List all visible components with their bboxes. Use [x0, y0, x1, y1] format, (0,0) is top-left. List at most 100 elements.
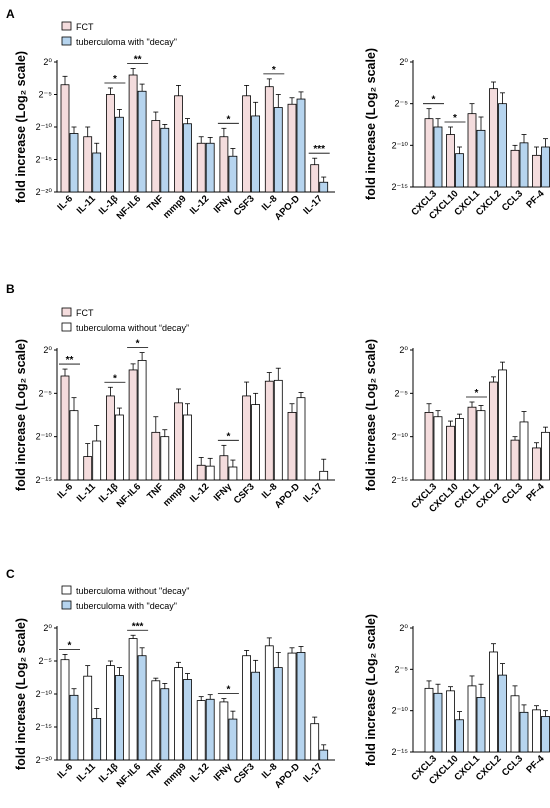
category-label: PF-4 — [524, 188, 547, 211]
bar-A-right-s1-0 — [433, 126, 443, 188]
bar-B-left-s1-7 — [228, 466, 238, 481]
bar-B-right-s0-4 — [510, 439, 520, 481]
bar-B-left-s0-4 — [151, 431, 161, 481]
bar-C-right-s1-2 — [476, 697, 486, 753]
bar-C-left-s0-2 — [106, 665, 115, 761]
category-label: PF-4 — [524, 481, 547, 504]
bar-C-left-s1-1 — [92, 718, 102, 761]
bar-C-right-s1-1 — [455, 719, 464, 753]
legend-label: tuberculoma with "decay" — [76, 37, 177, 47]
bar-B-right-s1-5 — [541, 431, 550, 481]
bar-B-left-s0-1 — [83, 456, 93, 481]
y-tick-label: 2⁻²⁰ — [36, 187, 53, 197]
significance-marker: * — [136, 339, 140, 350]
bar-C-left-s1-4 — [160, 688, 170, 761]
bar-A-left-s0-3 — [128, 74, 138, 193]
bar-B-left-s0-9 — [264, 380, 274, 481]
legend-swatch — [61, 585, 72, 595]
category-label: CCL3 — [500, 188, 525, 213]
y-tick-label: 2⁻¹⁰ — [392, 432, 409, 442]
bar-A-left-s0-2 — [106, 94, 115, 193]
bar-C-left-s0-4 — [151, 680, 161, 761]
significance-marker: ** — [66, 355, 74, 366]
bar-A-right-s1-5 — [541, 146, 550, 188]
bar-A-left-s0-11 — [310, 164, 320, 193]
bar-B-left-s0-3 — [128, 369, 138, 481]
significance-marker: ** — [134, 55, 142, 66]
bar-C-right-s1-0 — [433, 692, 443, 753]
panel-label-C: C — [6, 567, 15, 581]
y-tick-label: 2⁰ — [43, 623, 52, 633]
legend-label: tuberculoma without “decay” — [76, 323, 189, 333]
panel-label-B: B — [6, 282, 15, 296]
legend-swatch — [61, 21, 72, 31]
bar-A-left-s1-1 — [92, 152, 102, 193]
bar-A-left-s0-6 — [196, 142, 206, 193]
bar-A-left-s1-4 — [160, 127, 170, 193]
significance-marker: * — [68, 640, 72, 651]
category-label: IFNγ — [212, 761, 235, 784]
bar-C-right-s0-5 — [532, 709, 541, 753]
bar-C-right-s1-3 — [498, 674, 507, 753]
category-label: CSF3 — [232, 481, 257, 506]
category-label: CCL3 — [500, 481, 525, 506]
category-label: IL-17 — [301, 193, 324, 216]
category-label: IFNγ — [212, 481, 235, 504]
legend-label: FCT — [76, 308, 94, 318]
bar-B-right-s0-0 — [424, 411, 434, 481]
y-tick-label: 2⁰ — [399, 623, 408, 633]
significance-marker: * — [226, 431, 230, 442]
bar-C-left-s0-11 — [310, 723, 320, 761]
bar-C-left-s0-5 — [174, 667, 183, 761]
category-label: NF-IL6 — [115, 481, 144, 510]
bar-B-right-s1-0 — [433, 416, 443, 481]
bar-A-left-s1-9 — [273, 107, 283, 193]
bar-C-left-s1-3 — [137, 655, 147, 761]
bar-A-right-s0-4 — [510, 149, 520, 188]
bar-C-right-s0-0 — [424, 687, 434, 753]
bar-C-left-s1-5 — [183, 679, 192, 761]
y-axis-label: fold increase (Log₂ scale) — [14, 51, 28, 203]
bar-A-right-s0-1 — [446, 134, 455, 188]
category-label: IL-6 — [55, 193, 75, 213]
bar-B-left-s1-11 — [319, 470, 329, 481]
y-tick-label: 2⁻¹⁵ — [36, 475, 53, 485]
bar-C-left-s1-6 — [205, 698, 215, 761]
y-tick-label: 2⁰ — [43, 345, 52, 355]
bar-A-right-s0-0 — [424, 118, 434, 188]
legend-swatch — [61, 600, 72, 610]
bar-B-right-s0-3 — [489, 381, 498, 481]
category-label: APO-D — [273, 481, 303, 511]
bar-A-left-s0-1 — [83, 136, 93, 193]
category-label: IL-11 — [75, 193, 99, 217]
category-label: IL-17 — [301, 761, 324, 784]
bar-A-left-s1-10 — [296, 98, 306, 193]
category-label: NF-IL6 — [115, 193, 144, 222]
category-label: IL-11 — [75, 761, 99, 785]
bar-B-left-s0-6 — [196, 464, 206, 481]
bar-C-left-s1-7 — [228, 718, 238, 761]
bar-A-left-s1-0 — [69, 133, 79, 193]
y-tick-label: 2⁻¹⁰ — [36, 689, 53, 699]
y-tick-label: 2⁻⁵ — [39, 90, 53, 100]
category-label: IL-12 — [188, 761, 211, 784]
y-tick-label: 2⁻¹⁵ — [36, 155, 53, 165]
bar-B-right-s0-1 — [446, 425, 455, 481]
significance-marker: * — [432, 95, 436, 106]
category-label: IL-11 — [75, 481, 99, 505]
bar-A-right-s1-4 — [519, 142, 529, 188]
category-label: IL-12 — [188, 481, 211, 504]
y-tick-label: 2⁰ — [399, 345, 408, 355]
significance-marker: * — [226, 114, 230, 125]
bar-C-left-s0-9 — [264, 645, 274, 761]
bar-C-right-s0-2 — [467, 685, 477, 753]
significance-marker: *** — [313, 144, 325, 155]
significance-marker: * — [272, 65, 276, 76]
legend-swatch — [61, 36, 72, 46]
bar-A-left-s0-10 — [287, 103, 297, 193]
bar-C-left-s0-7 — [219, 701, 229, 761]
bar-A-left-s1-7 — [228, 155, 238, 193]
bar-C-left-s0-0 — [60, 659, 70, 761]
bar-B-left-s1-9 — [273, 379, 283, 481]
